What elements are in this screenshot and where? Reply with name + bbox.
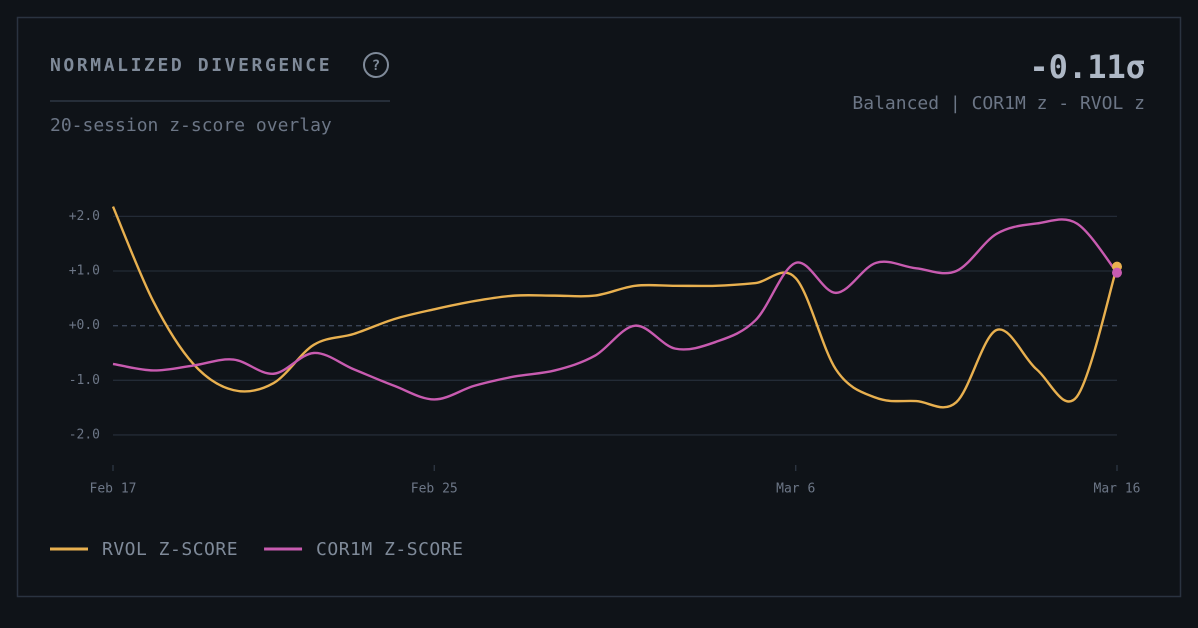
y-tick-label: +0.0 <box>69 318 100 333</box>
series-line <box>112 218 1118 401</box>
x-tick-label: Mar 16 <box>1094 482 1141 497</box>
series-line <box>111 206 1119 409</box>
card-subtitle: 20-session z-score overlay <box>50 115 332 136</box>
x-tick-label: Feb 25 <box>411 482 458 497</box>
y-tick-label: -2.0 <box>69 427 100 442</box>
legend-label: COR1M Z-SCORE <box>316 539 463 560</box>
card-frame <box>16 16 1182 598</box>
help-glyph[interactable]: ? <box>372 58 380 74</box>
headline-caption: Balanced | COR1M z - RVOL z <box>852 93 1145 114</box>
y-tick-label: +2.0 <box>69 209 100 224</box>
end-dot <box>1112 267 1122 278</box>
legend-label: RVOL Z-SCORE <box>102 539 238 560</box>
y-tick-label: +1.0 <box>69 264 100 279</box>
headline-value: -0.11σ <box>1029 48 1145 86</box>
help-icon[interactable] <box>363 52 389 78</box>
x-tick-label: Mar 6 <box>776 482 815 497</box>
x-tick-label: Feb 17 <box>90 482 137 497</box>
card-title: NORMALIZED DIVERGENCE <box>50 55 332 76</box>
y-tick-label: -1.0 <box>69 373 100 388</box>
